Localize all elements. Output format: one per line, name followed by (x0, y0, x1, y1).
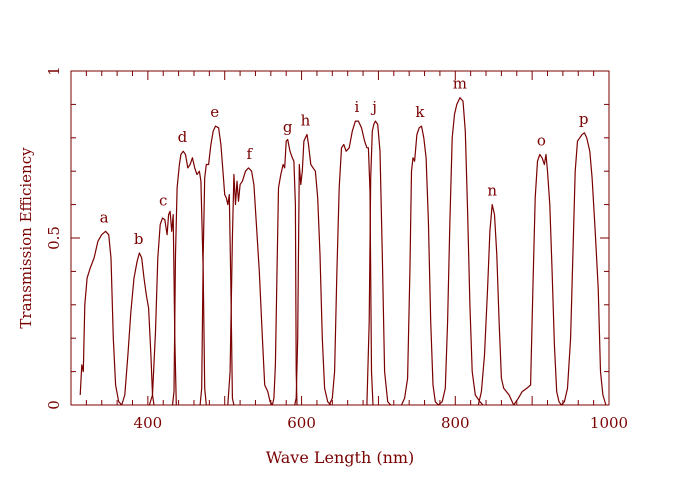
axis-ticks (71, 71, 610, 405)
peak-label-m: m (453, 75, 467, 93)
filter-curve-n (477, 204, 515, 406)
peak-label-j: j (370, 98, 377, 116)
filter-curve-k (400, 125, 439, 406)
x-tick-label: 600 (287, 414, 316, 432)
peak-label-k: k (415, 103, 425, 121)
y-axis-label: Transmission Efficiency (17, 147, 35, 329)
filter-curve-a (79, 230, 123, 406)
filter-curve-j (366, 120, 392, 406)
x-tick-label: 400 (134, 414, 163, 432)
filter-curve-c (148, 210, 177, 406)
peak-label-g: g (283, 118, 293, 136)
filter-curve-b (121, 252, 155, 406)
x-tick-label: 800 (441, 414, 470, 432)
peak-label-o: o (537, 132, 546, 150)
peak-label-h: h (301, 111, 311, 129)
filter-curve-o (513, 153, 562, 406)
peak-label-b: b (134, 230, 144, 248)
peak-label-d: d (178, 128, 188, 146)
x-tick-label: 1000 (590, 414, 628, 432)
peak-label-c: c (159, 192, 167, 210)
filter-curve-h (294, 133, 332, 406)
x-axis-label: Wave Length (nm) (266, 448, 415, 467)
plot-frame (70, 70, 610, 406)
filter-curve-m (438, 97, 484, 406)
filter-curve-g (271, 138, 298, 406)
peak-label-i: i (355, 98, 360, 116)
y-tick-label: 1 (45, 66, 63, 76)
peak-label-a: a (100, 208, 109, 226)
peak-label-n: n (487, 182, 497, 200)
filter-curve-f (227, 167, 273, 406)
peak-label-e: e (210, 103, 219, 121)
filter-curve-d (171, 150, 207, 406)
peak-label-p: p (579, 110, 589, 128)
filter-curve-i (328, 120, 374, 406)
filter-curve-e (199, 125, 235, 406)
peak-label-f: f (247, 145, 254, 163)
peak-labels: a b c d e f g h i j k m n o p (100, 75, 589, 248)
filter-curve-p (560, 132, 607, 406)
y-tick-label: 0 (45, 400, 63, 410)
y-tick-label: 0.5 (45, 226, 63, 250)
tick-labels: 400 600 800 1000 0 0.5 1 (45, 66, 628, 432)
curves (79, 97, 607, 406)
